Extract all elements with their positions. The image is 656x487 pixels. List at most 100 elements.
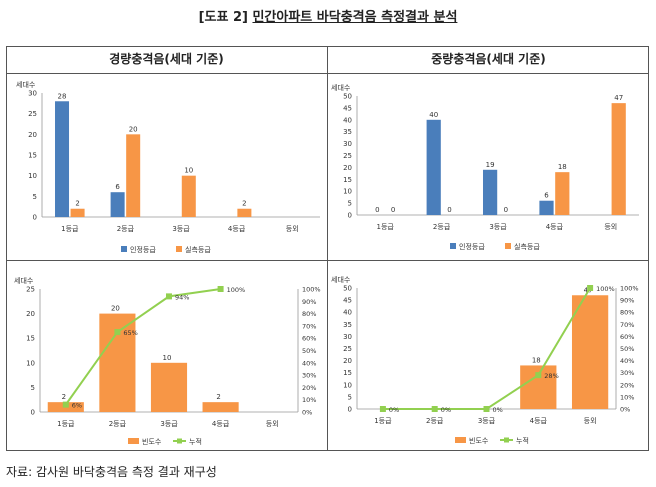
y-tick-label: 0 — [348, 212, 352, 220]
y-tick-label: 40 — [343, 116, 352, 124]
y2-tick-label: 90% — [302, 298, 316, 306]
y-axis-label: 세대수 — [14, 276, 34, 285]
x-tick-label: 3등급 — [489, 223, 507, 231]
cumulative-line — [64, 288, 221, 406]
y-tick-label: 25 — [28, 110, 37, 118]
y-tick-label: 5 — [33, 193, 37, 201]
y-tick-label: 15 — [343, 369, 352, 377]
x-tick-label: 4등급 — [530, 417, 548, 425]
y-tick-label: 25 — [343, 345, 352, 353]
y-tick-label: 50 — [343, 93, 352, 101]
line-marker — [114, 329, 121, 336]
bar — [482, 169, 498, 215]
y2-tick-label: 90% — [620, 297, 634, 305]
y-tick-label: 10 — [343, 188, 352, 196]
figure-title: [도표 2] 민간아파트 바닥충격음 측정결과 분석 — [0, 6, 656, 25]
bar — [181, 175, 196, 217]
y-tick-label: 15 — [26, 335, 35, 343]
y-tick-label: 20 — [28, 131, 37, 139]
data-label: 0 — [375, 206, 379, 214]
bar — [426, 119, 441, 215]
y-axis-label: 세대수 — [331, 275, 351, 284]
y2-tick-label: 50% — [302, 347, 316, 355]
bar — [539, 200, 554, 215]
x-tick-label: 4등급 — [228, 225, 246, 233]
y-tick-label: 10 — [28, 172, 37, 180]
x-tick-label: 등외 — [584, 416, 597, 425]
line-label: 0% — [441, 406, 451, 414]
y-tick-label: 20 — [343, 164, 352, 172]
y-tick-label: 0 — [348, 406, 352, 414]
heavy-impact-grade-chart: 세대수 0 5 10 15 20 25 30 35 40 45 50 1등급 2등급 3등급 4등급 등외 0 40… — [331, 83, 639, 251]
bar — [555, 172, 570, 215]
line-label: 28% — [544, 372, 558, 380]
line-label: 100% — [596, 285, 615, 293]
y2-tick-label: 70% — [620, 321, 634, 329]
y-axis-label: 세대수 — [16, 80, 36, 89]
source-note: 자료: 감사원 바닥충격음 측정 결과 재구성 — [6, 465, 217, 479]
legend-marker — [177, 438, 182, 444]
y-tick-label: 30 — [343, 140, 352, 148]
y-tick-label: 10 — [343, 381, 352, 389]
x-tick-label: 등외 — [604, 222, 617, 231]
y-tick-label: 10 — [26, 359, 35, 367]
x-tick-label: 1등급 — [61, 225, 79, 233]
x-tick-label: 3등급 — [160, 420, 178, 428]
data-label: 0 — [391, 206, 395, 214]
y-axis-label: 세대수 — [331, 83, 351, 92]
y-tick-label: 45 — [343, 297, 352, 305]
x-tick-label: 4등급 — [212, 420, 230, 428]
y2-tick-label: 100% — [620, 285, 639, 293]
legend-swatch — [455, 437, 466, 443]
line-marker — [166, 293, 172, 300]
data-label: 40 — [429, 111, 438, 119]
y2-tick-label: 60% — [620, 333, 634, 341]
y2-tick-label: 10% — [620, 393, 634, 401]
cumulative-line — [382, 287, 591, 410]
data-label: 2 — [242, 200, 246, 208]
y2-tick-label: 100% — [302, 286, 321, 294]
y-tick-label: 40 — [343, 309, 352, 317]
line-marker — [587, 285, 594, 291]
x-tick-label: 2등급 — [117, 225, 135, 233]
y2-tick-label: 0% — [620, 406, 630, 414]
data-label: 0 — [504, 206, 508, 214]
figure-caption: 민간아파트 바닥충격음 측정결과 분석 — [252, 10, 458, 25]
data-label: 47 — [614, 94, 623, 102]
y-tick-label: 50 — [343, 285, 352, 293]
data-label: 28 — [58, 92, 67, 100]
light-impact-grade-chart: 세대수 0 5 10 15 20 25 30 1등급 2등급 3등급 4등급 등외 28 6 2 20 10 2 인정… — [16, 80, 320, 254]
data-label: 20 — [111, 305, 120, 313]
y2-tick-label: 40% — [620, 357, 634, 365]
line-marker — [217, 286, 224, 292]
line-marker — [535, 372, 542, 379]
y-tick-label: 15 — [343, 176, 352, 184]
y-tick-label: 35 — [343, 128, 352, 136]
y2-tick-label: 30% — [302, 372, 316, 380]
legend-label: 실측등급 — [185, 245, 211, 254]
row-divider — [6, 260, 649, 261]
bar — [55, 101, 70, 217]
light-impact-cumulative-chart: 세대수 0 5 10 15 20 25 1등급 2등급 3등급 4등급 등외 0% 10% 20% 30% 40… — [14, 276, 321, 446]
y-tick-label: 25 — [26, 286, 35, 294]
legend-swatch — [505, 243, 511, 249]
y2-tick-label: 20% — [302, 384, 316, 392]
data-label: 2 — [216, 393, 220, 401]
x-tick-label: 1등급 — [57, 420, 75, 428]
line-label: 0% — [493, 406, 503, 414]
x-tick-label: 2등급 — [109, 420, 127, 428]
y2-tick-label: 60% — [302, 335, 316, 343]
y-tick-label: 20 — [26, 310, 35, 318]
line-label: 65% — [123, 329, 137, 337]
legend-swatch — [128, 438, 139, 444]
figure-number: [도표 2] — [198, 10, 248, 25]
x-tick-label: 등외 — [266, 419, 279, 428]
x-tick-label: 4등급 — [546, 223, 564, 231]
line-label: 100% — [227, 286, 246, 294]
data-label: 6 — [115, 183, 120, 191]
data-label: 6 — [544, 192, 549, 200]
x-tick-label: 등외 — [286, 224, 299, 233]
legend-label: 빈도수 — [142, 437, 162, 446]
heavy-impact-cumulative-chart: 세대수 0 5 10 15 20 25 30 35 40 45 50 1등급 2등급 3등급 4등급 등외 0% 1… — [331, 275, 639, 445]
y2-tick-label: 20% — [620, 381, 634, 389]
